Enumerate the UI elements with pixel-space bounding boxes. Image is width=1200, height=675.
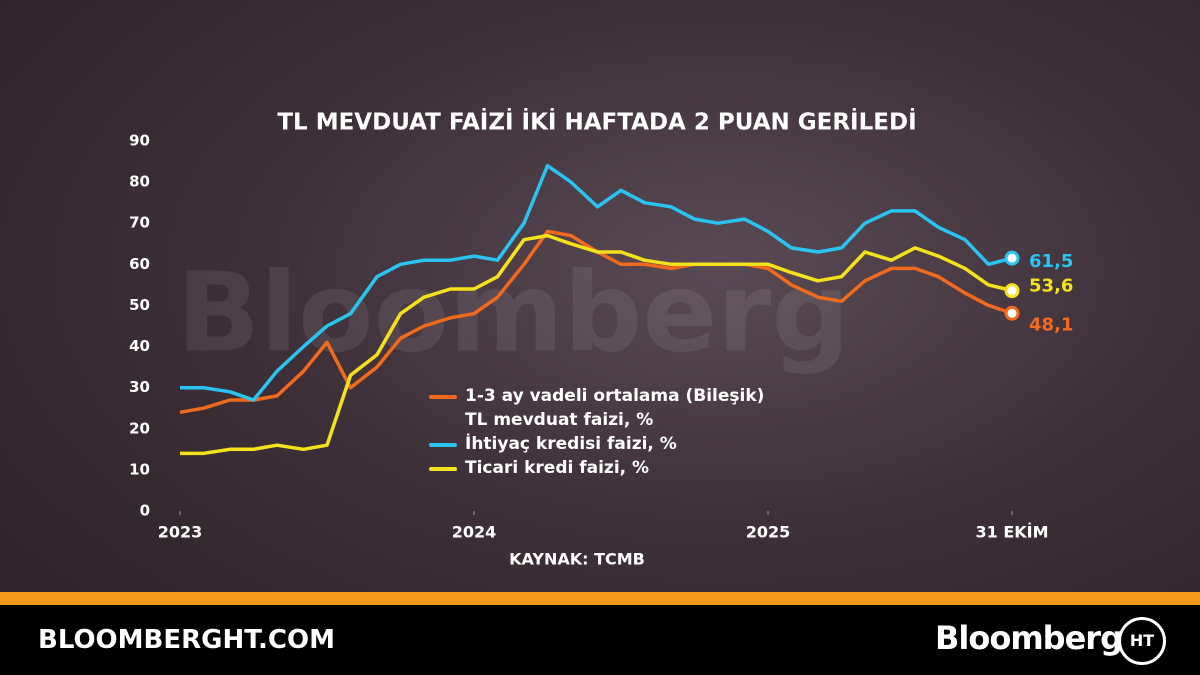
legend-label: Ticari kredi faizi, % — [465, 458, 650, 478]
value-label: 48,1 — [1029, 314, 1073, 335]
legend-swatch — [429, 443, 457, 447]
x-tick-label: 2025 — [746, 523, 791, 542]
chart: Bloomberg TL MEVDUAT FAİZİ İKİ HAFTADA 2… — [129, 108, 1074, 569]
chart-title: TL MEVDUAT FAİZİ İKİ HAFTADA 2 PUAN GERİ… — [277, 108, 916, 136]
y-tick-label: 90 — [129, 132, 150, 150]
logo: HT — [1118, 617, 1166, 665]
watermark: Bloomberg — [176, 248, 850, 376]
site: BLOOMBERGHT.COM — [38, 625, 335, 655]
value-label: 61,5 — [1029, 251, 1073, 272]
end-dot — [1004, 250, 1020, 266]
y-tick-label: 80 — [129, 173, 150, 191]
legend-swatch — [429, 395, 457, 399]
legend-entry: İhtiyaç kredisi faizi, % — [429, 432, 764, 456]
legend: 1-3 ay vadeli ortalama (Bileşik) TL mevd… — [429, 384, 765, 480]
y-tick-label: 10 — [129, 460, 150, 478]
footer: BLOOMBERGHT.COM Bloomberg HT — [0, 605, 1200, 675]
y-tick-label: 0 — [140, 502, 150, 520]
brand: Bloomberg — [935, 619, 1123, 657]
source: KAYNAK: TCMB — [509, 550, 645, 569]
legend-label: İhtiyaç kredisi faizi, % — [465, 434, 677, 454]
value-label: 53,6 — [1029, 276, 1073, 297]
end-dot — [1004, 305, 1020, 321]
x-tick-label: 31 EKİM — [975, 523, 1048, 542]
end-dot — [1004, 283, 1020, 299]
legend-entry: 1-3 ay vadeli ortalama (Bileşik) TL mevd… — [429, 384, 765, 432]
x-tick-label: 2024 — [452, 523, 497, 542]
series-line — [180, 163, 1013, 402]
x-tick-label: 2023 — [158, 523, 203, 542]
legend-entry: Ticari kredi faizi, % — [429, 456, 764, 480]
y-tick-label: 70 — [129, 214, 150, 232]
y-tick-label: 40 — [129, 337, 150, 355]
series-line — [180, 233, 1013, 456]
y-tick-label: 60 — [129, 255, 150, 273]
y-tick-label: 50 — [129, 296, 150, 314]
legend-label: 1-3 ay vadeli ortalama (Bileşik) TL mevd… — [465, 386, 765, 430]
stripe — [0, 592, 1200, 605]
y-tick-label: 20 — [129, 419, 150, 437]
legend-swatch — [429, 467, 457, 471]
y-tick-label: 30 — [129, 378, 150, 396]
